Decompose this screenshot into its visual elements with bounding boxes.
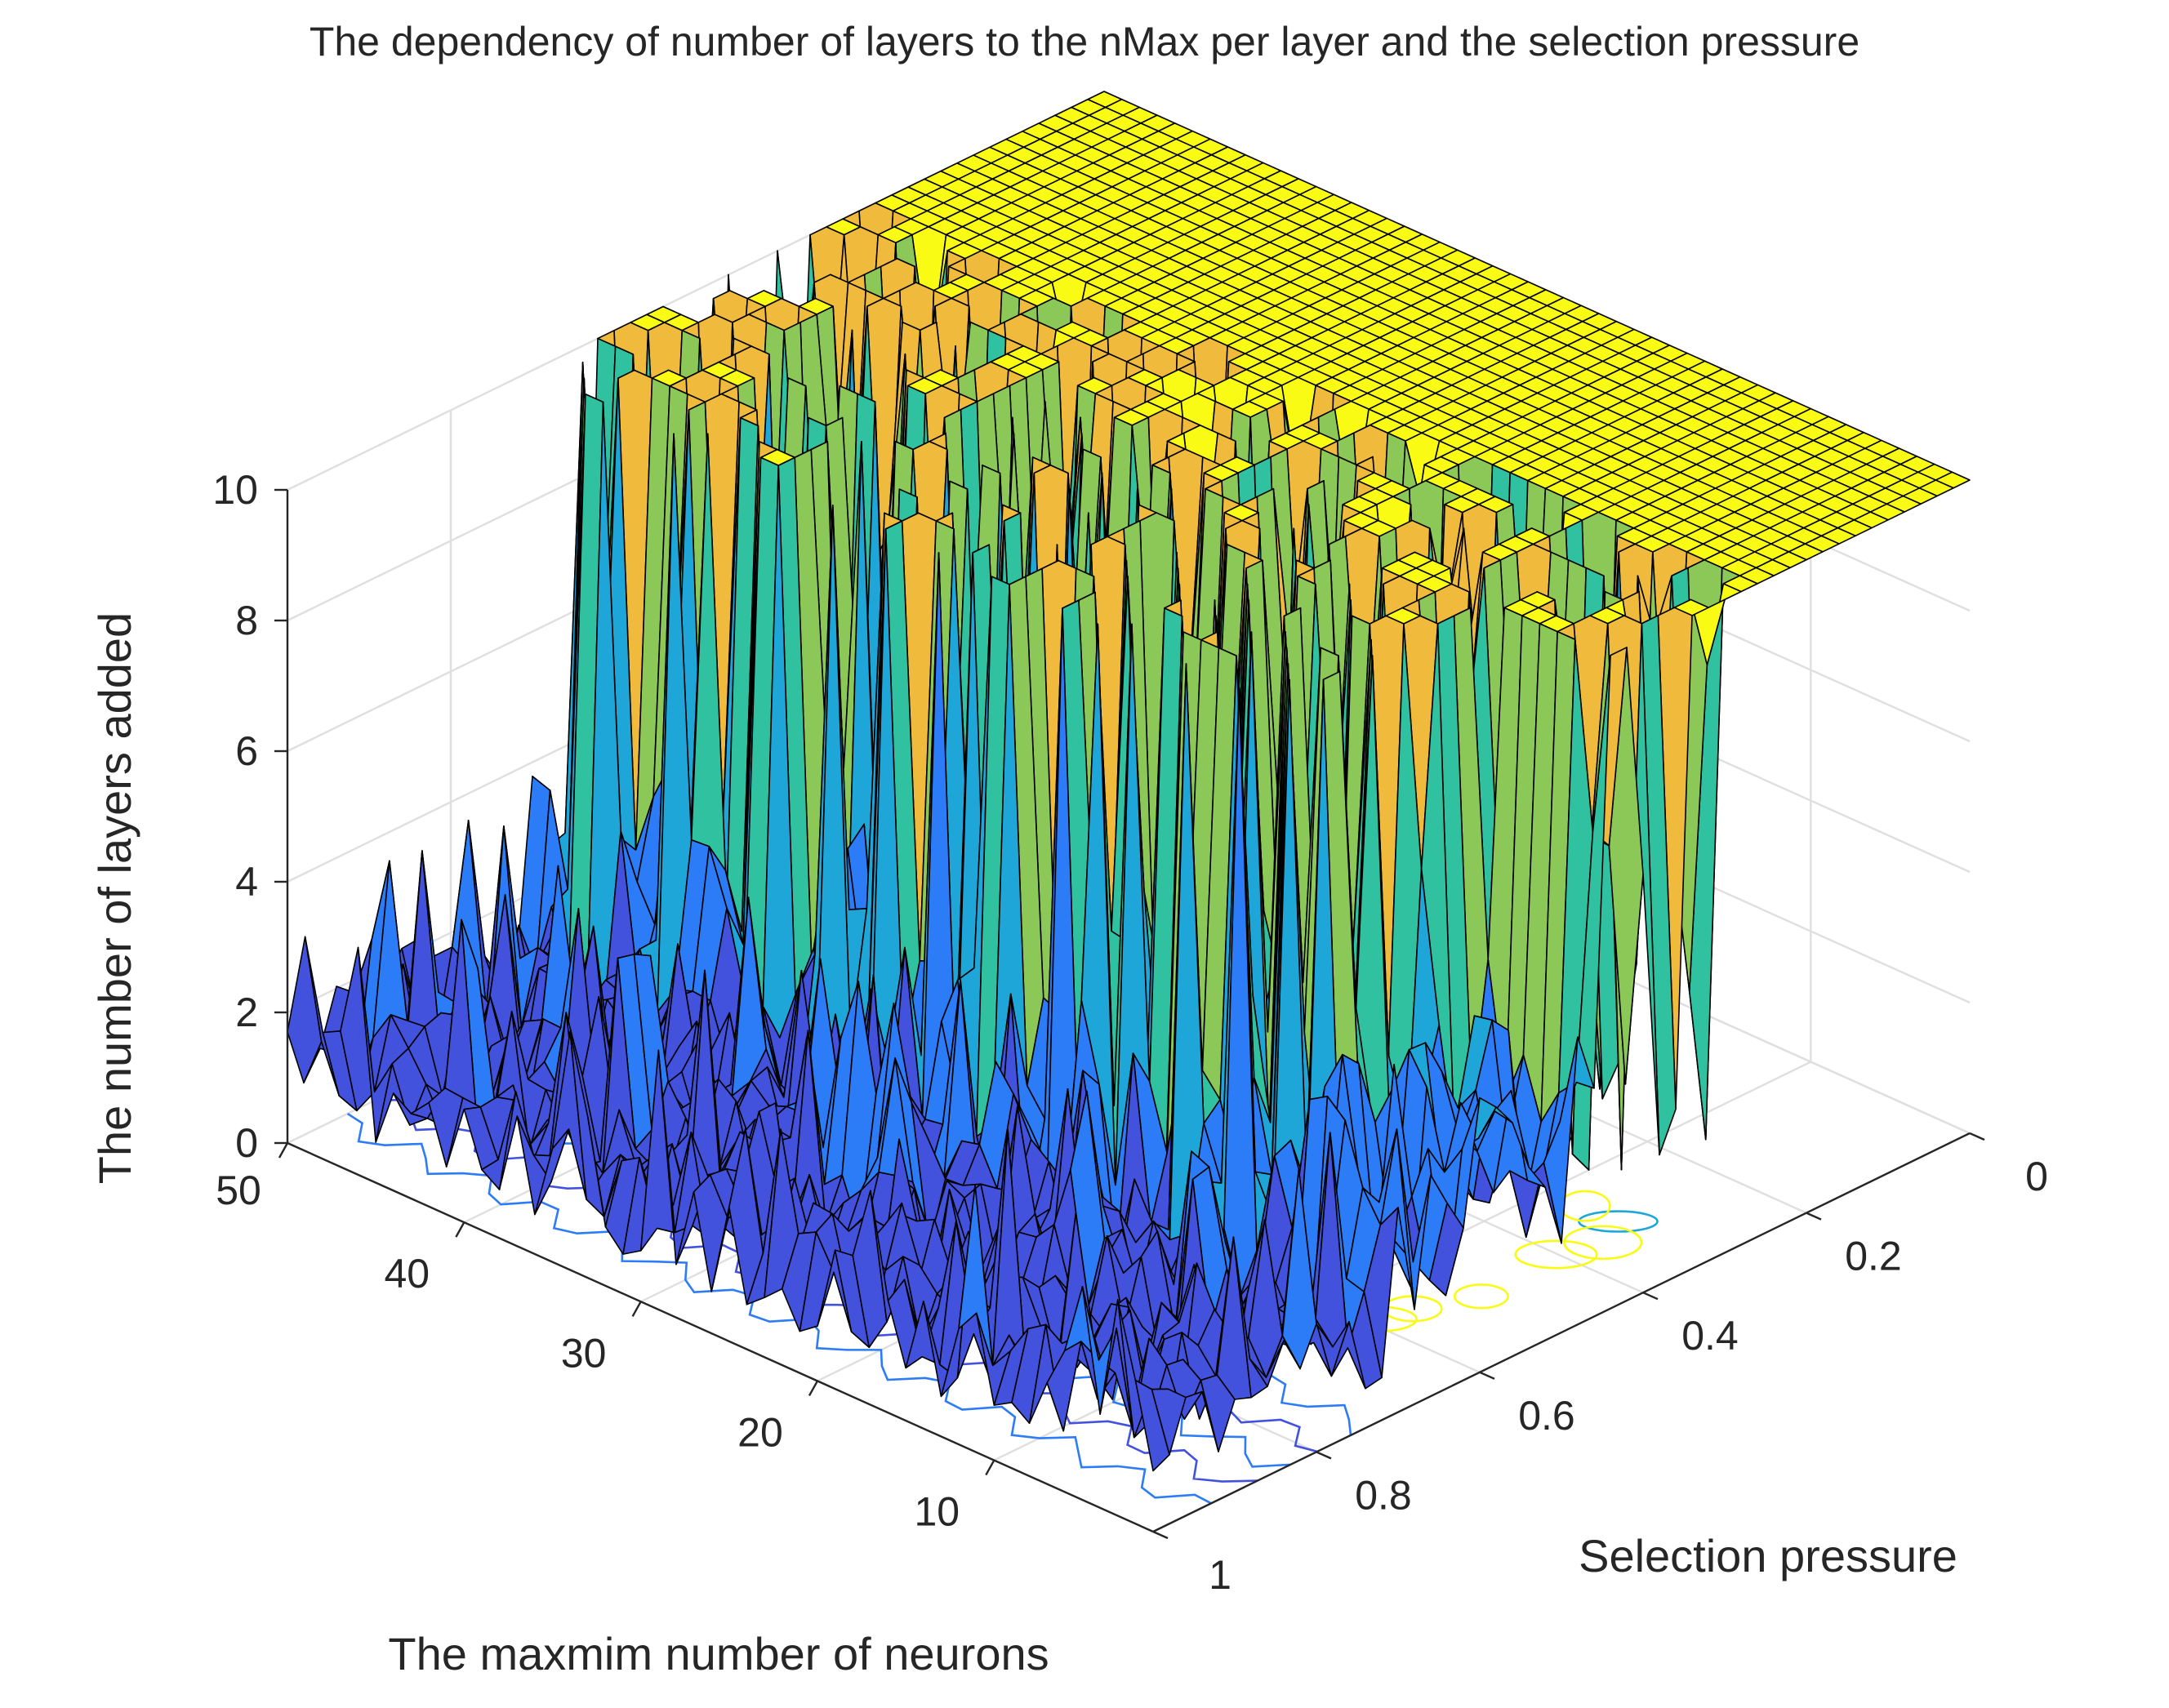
- z-tick-label: 2: [235, 990, 258, 1035]
- y-tick: [1806, 1212, 1822, 1221]
- y-tick-label: 0.6: [1518, 1393, 1575, 1439]
- z-tick-label: 10: [212, 467, 258, 513]
- y-tick-label: 0.4: [1681, 1313, 1739, 1359]
- x-tick-label: 40: [385, 1251, 430, 1297]
- y-tick: [1969, 1132, 1985, 1141]
- y-tick-label: 0.8: [1355, 1472, 1412, 1518]
- x-tick-label: 30: [561, 1330, 607, 1376]
- y-axis-label: Selection pressure: [1579, 1530, 1957, 1581]
- y-tick-label: 0.2: [1845, 1234, 1902, 1279]
- z-tick-label: 8: [235, 598, 258, 643]
- y-tick: [1152, 1530, 1169, 1540]
- x-axis-label: The maxmim number of neurons: [388, 1628, 1049, 1679]
- contour-ring: [1453, 1283, 1509, 1310]
- surface-patches: [287, 91, 1971, 1472]
- contour-ring: [1514, 1239, 1598, 1270]
- y-tick-label: 0: [2025, 1154, 2048, 1199]
- y-tick: [1316, 1451, 1332, 1460]
- z-axis-label: The number of layers added: [89, 612, 140, 1184]
- axes-frame: [274, 488, 1985, 1540]
- y-tick-label: 1: [1209, 1552, 1231, 1598]
- x-tick: [278, 1142, 289, 1159]
- x-axis-line: [287, 1141, 1154, 1533]
- x-tick-label: 10: [914, 1489, 960, 1535]
- surface-patch: [1134, 1379, 1170, 1472]
- x-tick: [808, 1380, 819, 1397]
- x-tick: [631, 1301, 642, 1317]
- x-tick: [985, 1459, 995, 1476]
- x-tick-label: 50: [216, 1168, 261, 1213]
- z-tick-label: 4: [235, 859, 258, 905]
- x-tick-label: 20: [737, 1409, 783, 1455]
- y-axis-line: [1152, 1132, 1971, 1533]
- x-tick: [455, 1221, 465, 1238]
- chart-title: The dependency of number of layers to th…: [310, 19, 1859, 64]
- z-tick-label: 6: [235, 728, 258, 774]
- y-tick: [1479, 1371, 1495, 1380]
- y-tick: [1642, 1292, 1659, 1301]
- contour-ring: [1563, 1225, 1643, 1261]
- z-tick-label: 0: [235, 1120, 258, 1166]
